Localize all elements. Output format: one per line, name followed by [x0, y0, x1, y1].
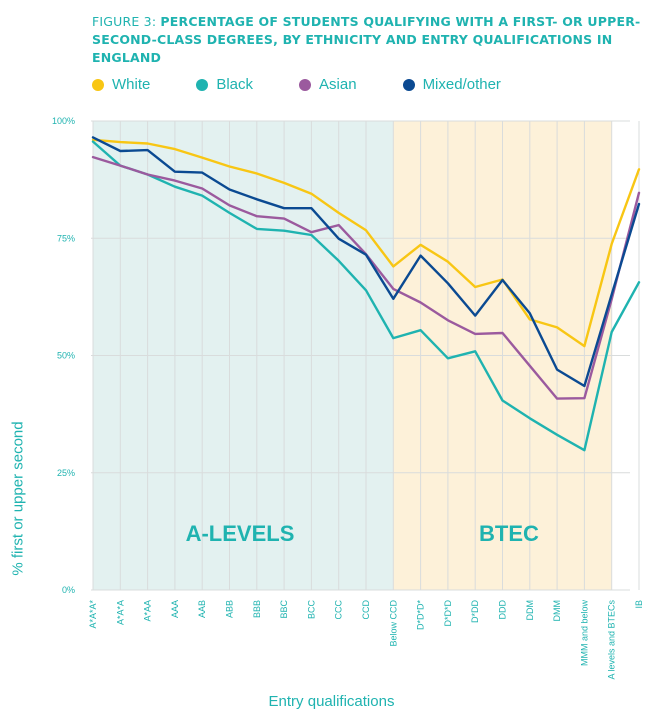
- x-tick-label: ABB: [225, 600, 235, 618]
- y-tick-label: 25%: [57, 468, 75, 478]
- y-tick-label: 75%: [57, 233, 75, 243]
- x-tick-label: A levels and BTECs: [607, 600, 617, 680]
- x-tick-label: BCC: [306, 600, 316, 620]
- x-tick-label: BBB: [252, 600, 262, 618]
- y-tick-label: 100%: [52, 116, 75, 126]
- y-tick-label: 50%: [57, 351, 75, 361]
- figure-title: FIGURE 3: PERCENTAGE OF STUDENTS QUALIFY…: [92, 13, 652, 67]
- legend-dot-asian: [299, 78, 312, 91]
- x-tick-label: DMM: [552, 600, 562, 622]
- legend-item-mixed-other: Mixed/other: [402, 76, 501, 93]
- x-tick-label: MMM and below: [579, 600, 589, 667]
- legend-label-black: Black: [216, 76, 254, 93]
- legend-item-asian: Asian: [299, 76, 357, 93]
- x-tick-label: CCD: [361, 600, 371, 620]
- x-tick-label: D*D*D: [443, 600, 453, 627]
- y-tick-label: 0%: [62, 585, 75, 595]
- x-axis-title: Entry qualifications: [268, 693, 395, 710]
- series-line-white: [91, 138, 641, 348]
- region-label: A-LEVELS: [186, 521, 295, 546]
- figure-number: FIGURE 3:: [92, 14, 161, 29]
- x-tick-label: D*D*D*: [416, 600, 426, 631]
- legend-item-white: White: [92, 76, 150, 93]
- legend-dot-black: [196, 78, 209, 91]
- x-tick-label: IB: [634, 600, 644, 609]
- x-tick-label: DDM: [525, 600, 535, 621]
- x-tick-label: A*A*A*: [88, 600, 98, 629]
- chart-legend: White Black Asian Mixed/other: [92, 76, 547, 93]
- legend-item-black: Black: [196, 76, 253, 93]
- series-line-black: [91, 140, 641, 452]
- x-tick-label: D*DD: [470, 600, 480, 624]
- x-tick-label: AAB: [197, 600, 207, 618]
- x-tick-label: A*AA: [143, 600, 153, 622]
- x-tick-label: DDD: [498, 600, 508, 620]
- legend-dot-mixed-other: [402, 78, 415, 91]
- legend-dot-white: [92, 78, 104, 91]
- y-axis-title: % first or upper second: [9, 421, 27, 576]
- legend-label-mixed-other: Mixed/other: [422, 76, 501, 93]
- legend-label-white: White: [112, 76, 151, 93]
- x-tick-label: A*A*A: [115, 600, 125, 625]
- legend-label-asian: Asian: [319, 76, 357, 93]
- x-tick-label: AAA: [170, 600, 180, 618]
- x-tick-label: Below CCD: [388, 600, 398, 647]
- series-line-mixed-other: [91, 136, 641, 388]
- x-tick-label: BBC: [279, 600, 289, 619]
- figure-heading: PERCENTAGE OF STUDENTS QUALIFYING WITH A…: [92, 14, 641, 65]
- x-tick-label: CCC: [334, 600, 344, 620]
- region-label: BTEC: [479, 521, 539, 546]
